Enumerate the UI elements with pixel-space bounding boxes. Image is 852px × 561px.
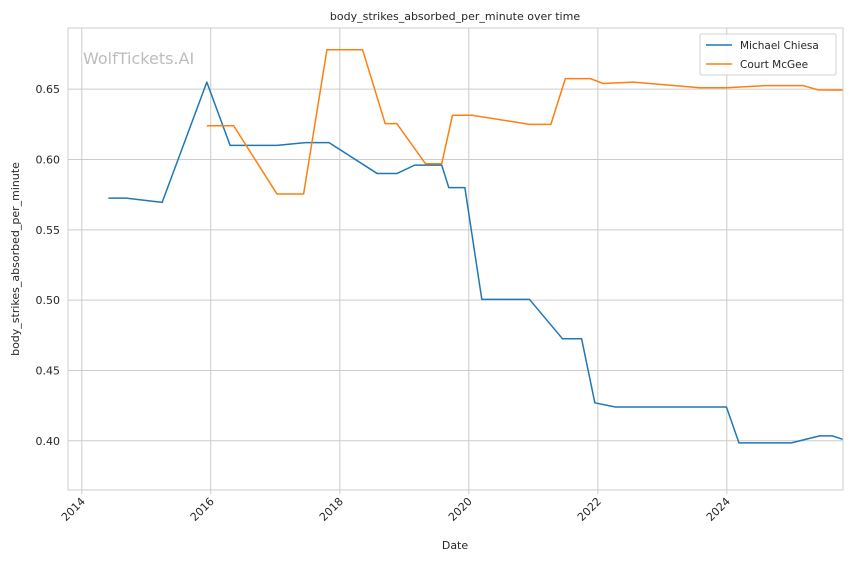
x-gridlines: [81, 28, 728, 490]
series-lines: [108, 49, 843, 444]
legend-box: [699, 33, 837, 76]
series-line-court-mcgee: [206, 49, 843, 195]
x-axis-title: Date: [442, 539, 469, 552]
chart-title: body_strikes_absorbed_per_minute over ti…: [330, 10, 580, 23]
y-gridlines: [68, 88, 843, 442]
plot-area: WolfTickets.AI: [67, 27, 844, 491]
y-tick-label-0.40: 0.40: [36, 435, 61, 448]
plot-border: [67, 27, 844, 491]
y-tick-label-0.50: 0.50: [36, 294, 61, 307]
plot-background: [68, 28, 843, 490]
y-tick-label-0.55: 0.55: [36, 224, 61, 237]
y-tick-label-0.65: 0.65: [36, 83, 61, 96]
legend-label-court-mcgee: Court McGee: [740, 59, 808, 71]
legend: Michael Chiesa Court McGee: [699, 33, 837, 76]
y-tick-label-0.60: 0.60: [36, 153, 61, 166]
y-axis-ticks: 0.40 0.45 0.50 0.55 0.60 0.65: [36, 83, 61, 448]
watermark: WolfTickets.AI: [83, 49, 194, 68]
legend-label-michael-chiesa: Michael Chiesa: [740, 40, 819, 52]
y-tick-label-0.45: 0.45: [36, 364, 61, 377]
y-axis-title: body_strikes_absorbed_per_minute: [9, 162, 22, 356]
